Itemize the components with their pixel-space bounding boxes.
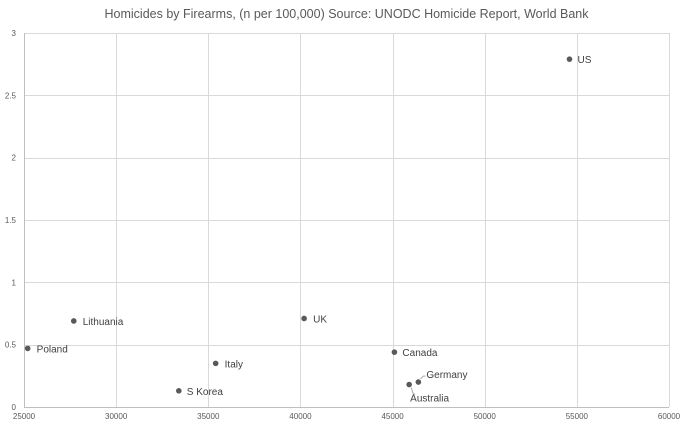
data-point [406, 381, 412, 388]
x-tick-label: 30000 [105, 412, 128, 421]
x-tick-label: 25000 [13, 412, 36, 421]
data-point [566, 56, 573, 62]
point-label: S Korea [187, 387, 224, 398]
point-label: Canada [402, 348, 437, 359]
y-tick-label: 2 [12, 154, 17, 163]
x-tick-label: 50000 [474, 412, 497, 421]
data-point [301, 315, 307, 322]
y-tick-label: 2.5 [5, 91, 17, 100]
data-point [176, 387, 182, 394]
x-tick-label: 55000 [566, 412, 589, 421]
point-label: UK [313, 314, 327, 325]
chart-title: Homicides by Firearms, (n per 100,000) S… [104, 7, 589, 21]
gridlines [24, 33, 670, 408]
data-point [415, 379, 422, 385]
data-point [391, 349, 398, 355]
point-label: Poland [37, 344, 68, 355]
point-label: Australia [410, 394, 449, 405]
x-tick-label: 60000 [658, 412, 681, 421]
y-tick-label: 0 [12, 403, 17, 412]
y-tick-label: 0.5 [5, 341, 17, 350]
y-axis-ticks: 0 0.5 1 1.5 2 2.5 3 [5, 29, 17, 412]
point-label: US [577, 55, 591, 66]
data-point [24, 345, 31, 352]
point-label: Lithuania [83, 317, 124, 328]
leader-line [420, 375, 426, 380]
x-tick-label: 35000 [197, 412, 220, 421]
point-labels: US Lithuania Poland UK Italy S Korea Canada Ger… [37, 55, 592, 404]
y-tick-label: 1.5 [5, 216, 17, 225]
x-axis-ticks: 25000 30000 35000 40000 45000 50000 55000 60000 [13, 412, 681, 421]
leader-line [410, 387, 416, 396]
leader-lines [410, 375, 426, 396]
data-point [70, 318, 77, 324]
axes [24, 33, 669, 408]
data-points [24, 56, 573, 394]
x-tick-label: 45000 [381, 412, 404, 421]
x-tick-label: 40000 [289, 412, 312, 421]
y-tick-label: 1 [12, 278, 17, 287]
y-tick-label: 3 [12, 29, 17, 38]
point-label: Germany [426, 370, 467, 381]
point-label: Italy [225, 359, 243, 370]
data-point [212, 360, 219, 367]
